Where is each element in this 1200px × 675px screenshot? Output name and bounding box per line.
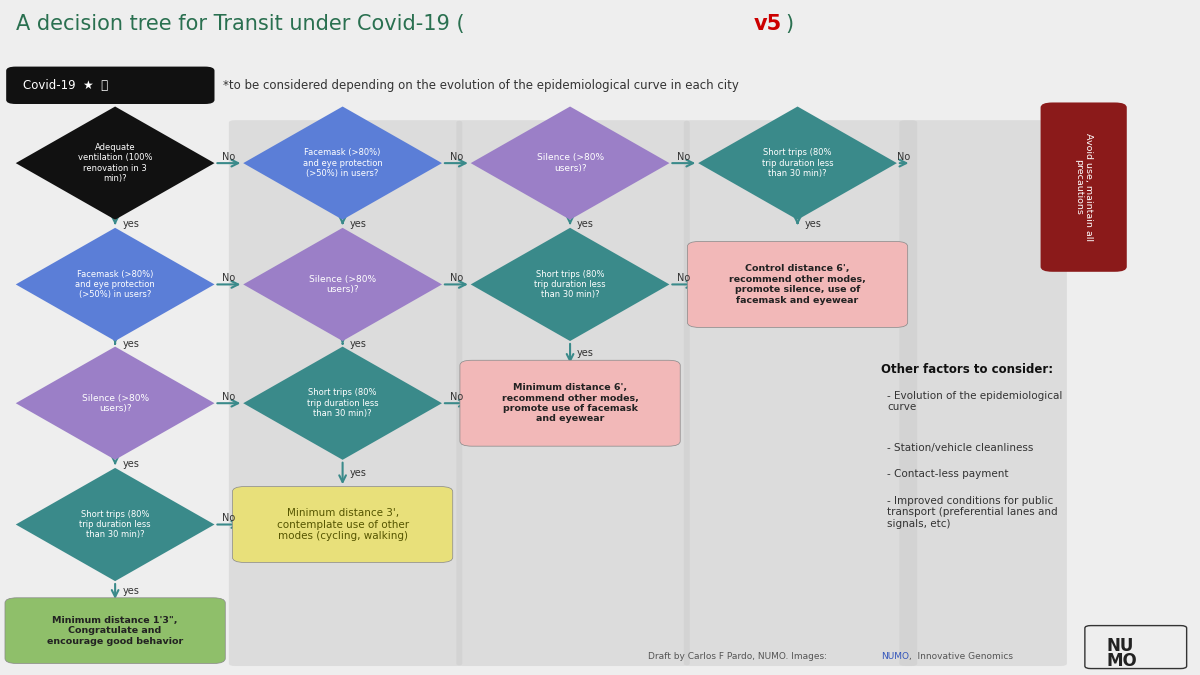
Text: Adequate
ventilation (100%
renovation in 3
min)?: Adequate ventilation (100% renovation in…: [78, 143, 152, 183]
Polygon shape: [470, 228, 670, 341]
Text: Short trips (80%
trip duration less
than 30 min)?: Short trips (80% trip duration less than…: [534, 269, 606, 299]
Text: yes: yes: [349, 468, 366, 479]
Text: yes: yes: [122, 339, 139, 349]
FancyBboxPatch shape: [899, 120, 1067, 666]
FancyBboxPatch shape: [229, 120, 462, 666]
Text: Minimum distance 3',
contemplate use of other
modes (cycling, walking): Minimum distance 3', contemplate use of …: [276, 508, 409, 541]
Text: Draft by Carlos F Pardo, NUMO. Images:: Draft by Carlos F Pardo, NUMO. Images:: [648, 652, 829, 661]
Text: Short trips (80%
trip duration less
than 30 min)?: Short trips (80% trip duration less than…: [79, 510, 151, 539]
Text: Other factors to consider:: Other factors to consider:: [881, 362, 1054, 376]
Text: yes: yes: [349, 339, 366, 349]
Polygon shape: [698, 107, 896, 220]
Text: Minimum distance 6',
recommend other modes,
promote use of facemask
and eyewear: Minimum distance 6', recommend other mod…: [502, 383, 638, 423]
Text: yes: yes: [122, 587, 139, 597]
Text: ): ): [786, 14, 793, 34]
Text: No: No: [898, 152, 911, 161]
Text: MO: MO: [1106, 652, 1138, 670]
FancyBboxPatch shape: [684, 120, 917, 666]
FancyBboxPatch shape: [1040, 103, 1127, 272]
Text: No: No: [222, 392, 235, 402]
Polygon shape: [16, 107, 215, 220]
Text: No: No: [677, 273, 690, 283]
Text: No: No: [450, 152, 463, 161]
Polygon shape: [470, 107, 670, 220]
FancyBboxPatch shape: [460, 360, 680, 446]
Text: - Improved conditions for public
transport (preferential lanes and
signals, etc): - Improved conditions for public transpo…: [887, 495, 1058, 529]
FancyBboxPatch shape: [6, 67, 215, 104]
Text: Avoid use, maintain all
precautions: Avoid use, maintain all precautions: [1074, 134, 1093, 242]
Text: No: No: [222, 152, 235, 161]
FancyBboxPatch shape: [456, 120, 690, 666]
Text: yes: yes: [349, 219, 366, 229]
Text: - Evolution of the epidemiological
curve: - Evolution of the epidemiological curve: [887, 391, 1063, 412]
Text: No: No: [450, 392, 463, 402]
Text: yes: yes: [577, 348, 594, 358]
Polygon shape: [16, 468, 215, 581]
Text: Short trips (80%
trip duration less
than 30 min)?: Short trips (80% trip duration less than…: [307, 388, 378, 418]
FancyBboxPatch shape: [688, 242, 907, 327]
Text: Control distance 6',
recommend other modes,
promote silence, use of
facemask and: Control distance 6', recommend other mod…: [730, 265, 866, 304]
FancyBboxPatch shape: [233, 487, 452, 562]
Text: Covid-19  ★  🚌: Covid-19 ★ 🚌: [23, 79, 108, 92]
Text: Facemask (>80%)
and eye protection
(>50%) in users?: Facemask (>80%) and eye protection (>50%…: [76, 269, 155, 299]
Text: Minimum distance 1'3",
Congratulate and
encourage good behavior: Minimum distance 1'3", Congratulate and …: [47, 616, 184, 645]
Text: No: No: [222, 513, 235, 523]
Text: yes: yes: [122, 459, 139, 469]
Polygon shape: [16, 346, 215, 460]
Polygon shape: [244, 107, 442, 220]
Text: No: No: [222, 273, 235, 283]
Text: NU: NU: [1106, 637, 1134, 655]
Text: *to be considered depending on the evolution of the epidemiological curve in eac: *to be considered depending on the evolu…: [223, 79, 739, 92]
Text: Short trips (80%
trip duration less
than 30 min)?: Short trips (80% trip duration less than…: [762, 148, 833, 178]
Text: ,  Innovative Genomics: , Innovative Genomics: [908, 652, 1013, 661]
Text: - Station/vehicle cleanliness: - Station/vehicle cleanliness: [887, 443, 1033, 453]
Text: No: No: [450, 273, 463, 283]
Text: Silence (>80%
users)?: Silence (>80% users)?: [310, 275, 376, 294]
Text: NUMO: NUMO: [881, 652, 910, 661]
Text: yes: yes: [122, 219, 139, 229]
Text: A decision tree for Transit under Covid-19 (: A decision tree for Transit under Covid-…: [16, 14, 464, 34]
Polygon shape: [244, 346, 442, 460]
FancyBboxPatch shape: [5, 598, 226, 664]
Text: yes: yes: [805, 219, 822, 229]
Text: Facemask (>80%)
and eye protection
(>50%) in users?: Facemask (>80%) and eye protection (>50%…: [302, 148, 383, 178]
Text: - Contact-less payment: - Contact-less payment: [887, 469, 1009, 479]
Text: No: No: [677, 152, 690, 161]
Text: Silence (>80%
users)?: Silence (>80% users)?: [536, 153, 604, 173]
Polygon shape: [16, 228, 215, 341]
Text: Silence (>80%
users)?: Silence (>80% users)?: [82, 394, 149, 413]
Text: v5: v5: [754, 14, 781, 34]
Polygon shape: [244, 228, 442, 341]
Text: yes: yes: [577, 219, 594, 229]
